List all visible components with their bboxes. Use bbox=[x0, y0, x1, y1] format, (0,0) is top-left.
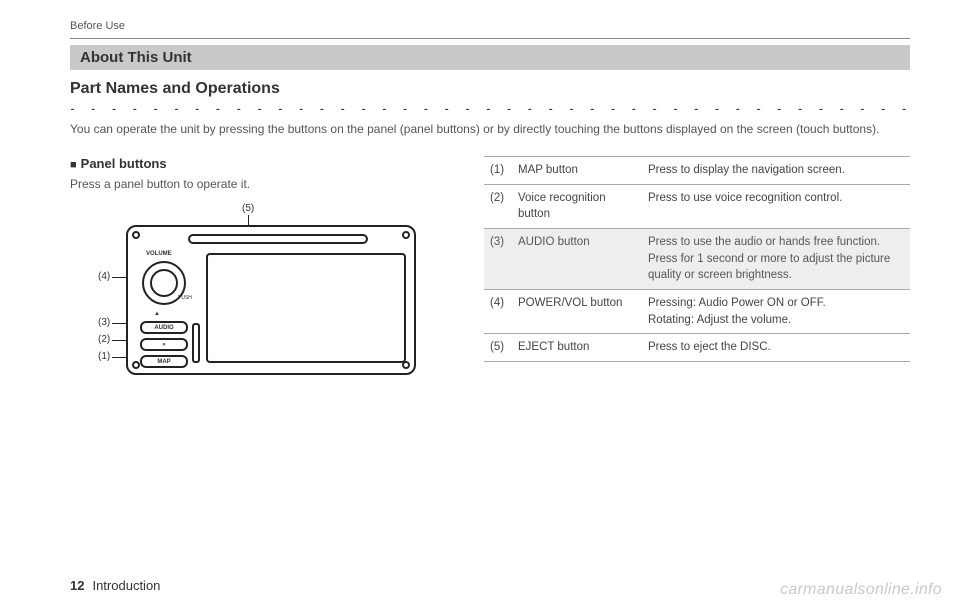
panel-buttons-text: Press a panel button to operate it. bbox=[70, 177, 450, 191]
watermark: carmanualsonline.info bbox=[780, 581, 942, 599]
voice-button: « bbox=[140, 338, 188, 351]
page-number: 12 bbox=[70, 578, 84, 593]
touch-screen bbox=[206, 253, 406, 363]
row-num: (2) bbox=[484, 184, 512, 228]
unit-outline: VOLUME PUSH ▲ AUDIO « MAP bbox=[126, 225, 416, 375]
table-row: (5)EJECT buttonPress to eject the DISC. bbox=[484, 334, 910, 362]
top-rule bbox=[70, 38, 910, 39]
row-desc: Press to use the audio or hands free fun… bbox=[642, 229, 910, 290]
screw-icon bbox=[132, 361, 140, 369]
panel-buttons-heading: ■ Panel buttons bbox=[70, 156, 450, 171]
row-desc: Pressing: Audio Power ON or OFF. Rotatin… bbox=[642, 290, 910, 334]
running-head: Before Use bbox=[70, 20, 910, 32]
row-num: (3) bbox=[484, 229, 512, 290]
row-num: (5) bbox=[484, 334, 512, 362]
push-label: PUSH bbox=[178, 295, 192, 301]
square-bullet-icon: ■ bbox=[70, 159, 77, 171]
sd-slot bbox=[192, 323, 200, 363]
row-num: (1) bbox=[484, 157, 512, 185]
left-column: ■ Panel buttons Press a panel button to o… bbox=[70, 156, 450, 403]
chapter-name: Introduction bbox=[92, 578, 160, 593]
row-name: EJECT button bbox=[512, 334, 642, 362]
row-name: MAP button bbox=[512, 157, 642, 185]
disc-slot bbox=[188, 234, 368, 244]
row-num: (4) bbox=[484, 290, 512, 334]
volume-knob-inner bbox=[150, 269, 178, 297]
two-column-layout: ■ Panel buttons Press a panel button to o… bbox=[70, 156, 910, 403]
section-banner: About This Unit bbox=[70, 45, 910, 70]
table-row: (2)Voice recognition buttonPress to use … bbox=[484, 184, 910, 228]
callout-2: (2) bbox=[98, 334, 110, 345]
volume-label: VOLUME bbox=[146, 251, 172, 257]
intro-text: You can operate the unit by pressing the… bbox=[70, 120, 910, 138]
row-desc: Press to use voice recognition control. bbox=[642, 184, 910, 228]
button-description-table: (1)MAP buttonPress to display the naviga… bbox=[484, 156, 910, 362]
callout-1: (1) bbox=[98, 351, 110, 362]
unit-diagram: (5) (4) (3) (2) (1) VOLUME PUSH bbox=[98, 203, 438, 403]
audio-button: AUDIO bbox=[140, 321, 188, 334]
table-row: (1)MAP buttonPress to display the naviga… bbox=[484, 157, 910, 185]
right-column: (1)MAP buttonPress to display the naviga… bbox=[484, 156, 910, 403]
callout-4: (4) bbox=[98, 271, 110, 282]
screw-icon bbox=[402, 231, 410, 239]
screw-icon bbox=[132, 231, 140, 239]
row-desc: Press to eject the DISC. bbox=[642, 334, 910, 362]
row-name: Voice recognition button bbox=[512, 184, 642, 228]
panel-buttons-heading-text: Panel buttons bbox=[81, 156, 167, 171]
page-footer: 12 Introduction bbox=[70, 578, 160, 593]
callout-5: (5) bbox=[242, 203, 254, 214]
table-row: (3)AUDIO buttonPress to use the audio or… bbox=[484, 229, 910, 290]
table-row: (4)POWER/VOL buttonPressing: Audio Power… bbox=[484, 290, 910, 334]
map-button: MAP bbox=[140, 355, 188, 368]
section-title: Part Names and Operations bbox=[70, 80, 910, 98]
row-name: AUDIO button bbox=[512, 229, 642, 290]
row-name: POWER/VOL button bbox=[512, 290, 642, 334]
eject-icon: ▲ bbox=[154, 311, 160, 317]
dotted-rule: • • • • • • • • • • • • • • • • • • • • … bbox=[70, 102, 910, 110]
row-desc: Press to display the navigation screen. bbox=[642, 157, 910, 185]
callout-3: (3) bbox=[98, 317, 110, 328]
